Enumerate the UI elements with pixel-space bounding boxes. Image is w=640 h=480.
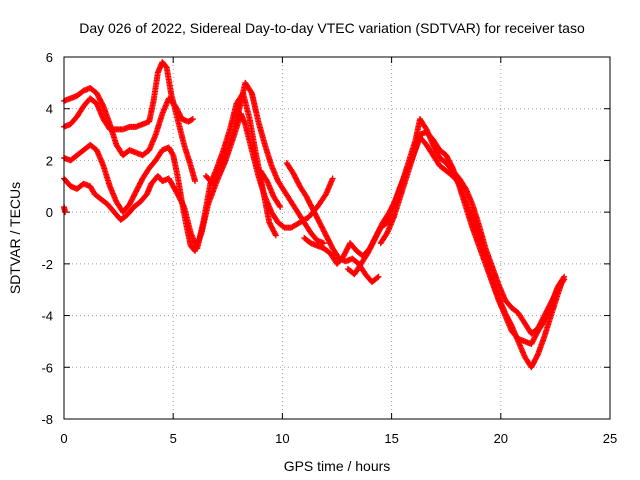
x-tick-label: 15 bbox=[384, 431, 398, 446]
data-point bbox=[248, 88, 255, 95]
data-point bbox=[272, 232, 279, 239]
x-tick-label: 25 bbox=[603, 431, 617, 446]
data-point bbox=[534, 352, 541, 359]
x-tick-label: 0 bbox=[60, 431, 67, 446]
y-tick-label: -4 bbox=[41, 309, 53, 324]
data-point bbox=[99, 101, 106, 108]
series-track-d bbox=[61, 90, 279, 252]
data-point bbox=[320, 240, 327, 247]
data-point bbox=[169, 150, 176, 157]
data-series bbox=[61, 59, 568, 371]
series-track-e bbox=[61, 79, 327, 247]
x-tick-label: 10 bbox=[275, 431, 289, 446]
series-track-i bbox=[377, 128, 568, 348]
data-point bbox=[189, 116, 196, 123]
data-point bbox=[272, 231, 279, 238]
y-tick-label: 4 bbox=[46, 102, 53, 117]
series-track-b bbox=[61, 59, 199, 185]
y-tick-label: 2 bbox=[46, 153, 53, 168]
y-tick-label: -8 bbox=[41, 412, 53, 427]
data-point bbox=[215, 171, 222, 178]
axis-ticks: 0 5 10 15 20 25 -8 -6 -4 -2 0 2 4 6 bbox=[41, 50, 617, 446]
x-tick-label: 20 bbox=[494, 431, 508, 446]
data-point bbox=[62, 209, 69, 216]
data-point bbox=[375, 273, 382, 280]
data-point bbox=[180, 202, 187, 209]
series-track-g bbox=[301, 116, 568, 337]
data-point bbox=[560, 275, 567, 282]
data-point bbox=[561, 273, 568, 280]
y-tick-label: 6 bbox=[46, 50, 53, 65]
data-point bbox=[276, 202, 283, 209]
x-axis-label: GPS time / hours bbox=[284, 458, 391, 474]
data-point bbox=[449, 163, 456, 170]
chart-title: Day 026 of 2022, Sidereal Day-to-day VTE… bbox=[79, 20, 585, 36]
data-point bbox=[374, 274, 381, 281]
y-tick-label: -6 bbox=[41, 360, 53, 375]
y-tick-label: 0 bbox=[46, 205, 53, 220]
data-point bbox=[329, 175, 336, 182]
data-point bbox=[277, 203, 284, 210]
plot-frame bbox=[63, 56, 611, 420]
y-tick-label: -2 bbox=[41, 257, 53, 272]
y-axis-label: SDTVAR / TECUs bbox=[7, 182, 23, 294]
data-point bbox=[192, 178, 199, 185]
x-tick-label: 5 bbox=[170, 431, 177, 446]
